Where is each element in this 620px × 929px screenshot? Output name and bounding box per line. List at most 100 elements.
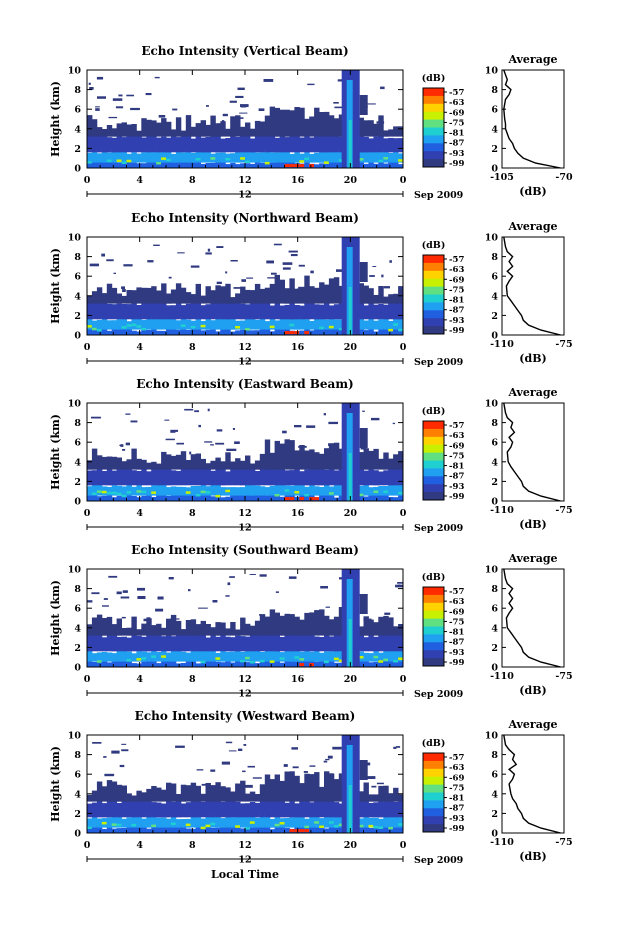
panel-1: Echo Intensity (Northward Beam) 0 2 4 6 8 10 He… (49, 211, 573, 368)
average-y-tick-label: 6 (491, 438, 498, 449)
colorbar-segment (423, 119, 444, 128)
y-tick-label: 6 (74, 438, 81, 449)
average-y-tick-label: 6 (491, 770, 498, 781)
x-tick-label: 8 (189, 840, 196, 851)
colorbar-tick-label: -57 (449, 421, 464, 431)
x-tick-label: 20 (344, 840, 358, 851)
colorbar-tick-label: -57 (449, 88, 464, 98)
average-x-tick-label: -105 (490, 172, 514, 183)
colorbar-segment (423, 808, 444, 817)
average-title: Average (507, 53, 557, 66)
x-tick-label: 8 (189, 175, 196, 186)
average-y-tick-label: 2 (491, 144, 498, 155)
y-axis-label: Height (km) (49, 414, 62, 490)
x-tick-label: 8 (189, 342, 196, 353)
colorbar-tick-label: -81 (449, 794, 464, 804)
colorbar-segment (423, 278, 444, 287)
colorbar-tick-label: -69 (449, 773, 464, 783)
date-marker: 12 (238, 357, 251, 368)
colorbar-tick-label: -63 (449, 597, 464, 607)
x-tick-label: 16 (291, 674, 305, 685)
colorbar-segment (423, 610, 444, 619)
colorbar-tick-label: -81 (449, 462, 464, 472)
average-x-tick-label: -110 (490, 837, 514, 848)
colorbar-tick-label: -75 (449, 451, 464, 461)
average-x-tick-label: -75 (555, 671, 572, 682)
x-tick-label: 0 (400, 674, 407, 685)
x-tick-label: 12 (238, 175, 251, 186)
x-tick-label: 12 (238, 840, 251, 851)
y-axis-label: Height (km) (49, 248, 62, 324)
y-tick-label: 6 (74, 770, 81, 781)
y-tick-label: 2 (74, 311, 81, 322)
average-frame (501, 568, 565, 668)
average-y-tick-label: 6 (491, 105, 498, 116)
x-tick-label: 0 (400, 342, 407, 353)
average-frame (501, 734, 565, 834)
x-tick-label: 4 (136, 342, 143, 353)
y-tick-label: 8 (74, 750, 81, 761)
y-tick-label: 2 (74, 477, 81, 488)
y-tick-label: 10 (68, 399, 82, 410)
average-y-tick-label: 4 (491, 789, 498, 800)
x-tick-label: 20 (344, 342, 358, 353)
colorbar-frame (422, 254, 445, 335)
colorbar-segment (423, 95, 444, 105)
colorbar-tick-label: -63 (449, 431, 464, 441)
average-title: Average (507, 552, 557, 565)
colorbar-segment (423, 88, 444, 97)
colorbar-unit: (dB) (422, 73, 446, 84)
y-tick-label: 10 (68, 66, 82, 77)
y-tick-label: 10 (68, 233, 82, 244)
date-label: Sep 2009 (414, 855, 464, 866)
chart-title: Echo Intensity (Northward Beam) (131, 211, 359, 225)
y-tick-label: 8 (74, 418, 81, 429)
colorbar-tick-label: -99 (449, 658, 464, 668)
colorbar-segment (423, 492, 444, 501)
x-tick-label: 20 (344, 508, 358, 519)
colorbar-unit: (dB) (422, 406, 446, 417)
colorbar-tick-label: -93 (449, 814, 464, 824)
colorbar-segment (423, 262, 444, 272)
chart-title: Echo Intensity (Vertical Beam) (141, 44, 348, 58)
average-x-tick-label: -75 (555, 505, 572, 516)
colorbar-segment (423, 302, 444, 311)
date-label: Sep 2009 (414, 357, 464, 368)
colorbar-tick-label: -75 (449, 617, 464, 627)
colorbar-tick-label: -93 (449, 482, 464, 492)
colorbar-segment (423, 159, 444, 168)
average-x-tick-label: -110 (490, 505, 514, 516)
average-y-tick-label: 4 (491, 623, 498, 634)
colorbar-segment (423, 768, 444, 778)
average-x-tick-label: -110 (490, 671, 514, 682)
x-tick-label: 0 (84, 342, 91, 353)
average-x-tick-label: -70 (555, 172, 573, 183)
colorbar-segment (423, 111, 444, 120)
date-marker: 12 (238, 190, 251, 201)
colorbar-tick-label: -87 (449, 804, 464, 814)
y-axis-label: Height (km) (49, 81, 62, 157)
y-tick-label: 4 (74, 124, 81, 135)
x-tick-label: 0 (400, 175, 407, 186)
colorbar-segment (423, 326, 444, 335)
x-tick-label: 4 (136, 175, 143, 186)
colorbar-segment (423, 103, 444, 113)
colorbar-tick-label: -63 (449, 98, 464, 108)
average-frame (501, 402, 565, 502)
colorbar-segment (423, 135, 444, 144)
colorbar-tick-label: -69 (449, 607, 464, 617)
y-tick-label: 4 (74, 291, 81, 302)
x-tick-label: 4 (136, 840, 143, 851)
average-x-label: (dB) (519, 518, 546, 531)
colorbar-tick-label: -99 (449, 824, 464, 834)
colorbar-segment (423, 816, 444, 825)
colorbar-tick-label: -75 (449, 783, 464, 793)
y-axis-label: Height (km) (49, 580, 62, 656)
colorbar-segment (423, 421, 444, 430)
x-tick-label: 8 (189, 674, 196, 685)
y-tick-label: 8 (74, 584, 81, 595)
colorbar-segment (423, 436, 444, 446)
panel-0: Echo Intensity (Vertical Beam) 0 2 4 6 8 10 Hei… (49, 44, 573, 201)
colorbar-tick-label: -99 (449, 159, 464, 169)
colorbar-segment (423, 634, 444, 643)
